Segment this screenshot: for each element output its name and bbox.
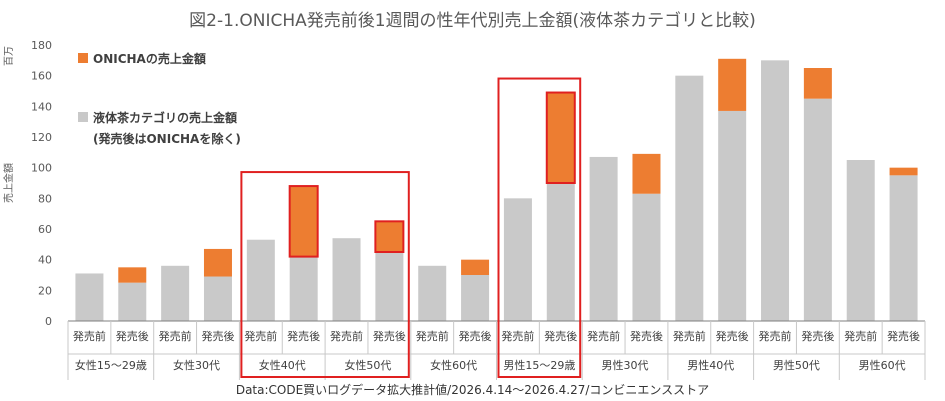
y-tick-label: 80 xyxy=(38,192,52,205)
legend-swatch-onicha xyxy=(78,53,88,63)
bar-category xyxy=(418,265,447,321)
x-tick-label-group: 女性40代 xyxy=(259,358,306,372)
x-tick-label-group: 男性15～29歳 xyxy=(503,358,575,372)
x-tick-label-period: 発売後 xyxy=(201,329,234,343)
bar-category xyxy=(246,239,275,321)
bar-onicha-highlight xyxy=(288,185,319,258)
x-tick-label-group: 女性30代 xyxy=(173,358,220,372)
bar-category xyxy=(632,193,661,321)
highlight-box xyxy=(497,77,582,379)
bar-category xyxy=(375,252,404,321)
bar-category xyxy=(589,156,618,321)
x-tick-label-period: 発売前 xyxy=(244,329,277,343)
bar-onicha xyxy=(632,153,661,194)
legend-label-category: 液体茶カテゴリの売上金額 xyxy=(93,110,237,125)
x-tick-label-group: 女性60代 xyxy=(430,358,477,372)
x-tick-label-group: 男性30代 xyxy=(602,358,649,372)
bar-onicha xyxy=(718,58,747,111)
bar-category xyxy=(75,273,104,321)
y-tick-label: 100 xyxy=(31,162,52,175)
x-tick-label-period: 発売後 xyxy=(459,329,492,343)
y-tick-label: 20 xyxy=(38,284,52,297)
bar-category xyxy=(332,238,361,321)
bar-category xyxy=(675,75,704,322)
bar-category xyxy=(718,110,747,321)
bar-onicha xyxy=(203,248,232,277)
y-tick-label: 160 xyxy=(31,70,52,83)
y-tick-label: 0 xyxy=(45,315,52,328)
x-tick-label-period: 発売前 xyxy=(73,329,106,343)
x-tick-label-period: 発売前 xyxy=(330,329,363,343)
x-tick-label-group: 女性50代 xyxy=(344,358,391,372)
x-tick-label-period: 発売後 xyxy=(544,329,577,343)
bar-onicha xyxy=(375,221,404,252)
x-tick-label-group: 男性40代 xyxy=(687,358,734,372)
y-tick-label: 180 xyxy=(31,39,52,52)
bar-category xyxy=(289,256,318,321)
x-tick-label-period: 発売後 xyxy=(287,329,320,343)
x-tick-label-period: 発売後 xyxy=(116,329,149,343)
x-tick-label-period: 発売前 xyxy=(759,329,792,343)
chart-title: 図2-1.ONICHA発売前後1週間の性年代別売上金額(液体茶カテゴリと比較) xyxy=(189,11,756,31)
y-tick-label: 140 xyxy=(31,100,52,113)
highlight-box xyxy=(240,171,410,378)
y-tick-label: 40 xyxy=(38,254,52,267)
x-tick-label-period: 発売前 xyxy=(673,329,706,343)
bar-onicha xyxy=(546,92,575,183)
bar-category xyxy=(203,276,232,321)
y-tick-label: 120 xyxy=(31,131,52,144)
x-tick-label-period: 発売前 xyxy=(416,329,449,343)
x-tick-label-period: 発売後 xyxy=(801,329,834,343)
y-axis-label: 売上金額 xyxy=(2,163,15,203)
x-tick-label-period: 発売後 xyxy=(887,329,920,343)
legend-swatch-category xyxy=(78,112,88,122)
x-tick-label-period: 発売前 xyxy=(844,329,877,343)
x-tick-label-period: 発売前 xyxy=(587,329,620,343)
bar-category xyxy=(118,282,147,321)
bar-category xyxy=(461,275,490,321)
bar-category xyxy=(889,175,918,321)
y-tick-label: 60 xyxy=(38,223,52,236)
bar-category xyxy=(503,198,532,321)
bar-onicha xyxy=(461,259,490,275)
x-tick-label-period: 発売前 xyxy=(159,329,192,343)
bar-category xyxy=(761,60,790,321)
bar-category xyxy=(161,265,190,321)
x-tick-label-period: 発売後 xyxy=(630,329,663,343)
bar-onicha xyxy=(803,68,832,99)
bar-onicha xyxy=(289,186,318,257)
bar-category xyxy=(546,183,575,321)
bar-category xyxy=(803,98,832,322)
bar-onicha-highlight xyxy=(545,91,576,184)
legend-sublabel-category: (発売後はONICHAを除く) xyxy=(93,131,241,146)
legend-label-onicha: ONICHAの売上金額 xyxy=(93,51,206,66)
bar-onicha xyxy=(118,267,147,283)
data-source-note: Data:CODE買いログデータ拡大推計値/2026.4.14～2026.4.2… xyxy=(235,383,710,397)
x-tick-label-period: 発売後 xyxy=(373,329,406,343)
x-tick-label-period: 発売後 xyxy=(716,329,749,343)
bar-category xyxy=(846,160,875,321)
x-tick-label-group: 男性50代 xyxy=(773,358,820,372)
bar-onicha-highlight xyxy=(374,220,405,253)
x-tick-label-group: 男性60代 xyxy=(859,358,906,372)
x-tick-label-period: 発売前 xyxy=(501,329,534,343)
y-unit-label: 百万 xyxy=(3,46,15,66)
x-tick-label-group: 女性15～29歳 xyxy=(75,358,147,372)
bar-onicha xyxy=(889,167,918,176)
